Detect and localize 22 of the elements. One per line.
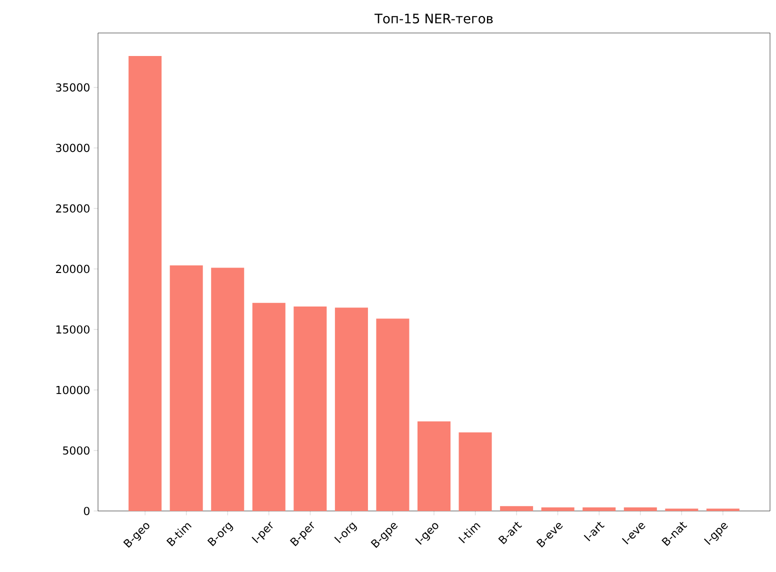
y-tick-label: 30000 — [56, 144, 90, 152]
bar — [128, 56, 162, 511]
y-tick-label: 5000 — [63, 446, 90, 455]
bar — [376, 318, 410, 511]
y-tick-label: 20000 — [56, 264, 90, 274]
bar — [170, 265, 203, 511]
y-tick-label: 25000 — [56, 204, 90, 213]
bar — [417, 421, 451, 511]
y-tick-label: 0 — [84, 506, 90, 516]
y-tick-label: 10000 — [56, 386, 90, 394]
y-tick-label: 15000 — [56, 325, 90, 334]
bar — [624, 507, 657, 511]
bar — [334, 308, 368, 511]
bar — [252, 302, 286, 511]
bar — [294, 306, 327, 511]
bar — [500, 506, 534, 511]
y-tick-label: 35000 — [56, 83, 90, 92]
bar — [541, 507, 574, 511]
chart-title: Топ-15 NER-тегов — [374, 14, 493, 24]
bar — [582, 507, 616, 511]
bar — [211, 268, 244, 511]
bar — [458, 432, 492, 511]
